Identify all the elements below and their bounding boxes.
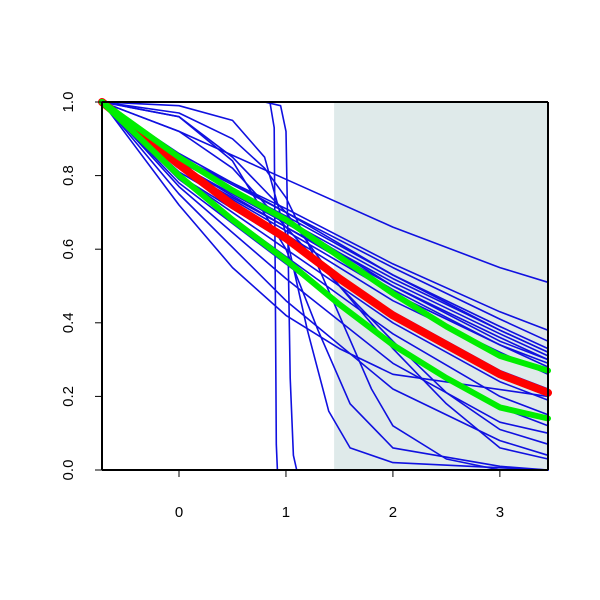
axes-layer bbox=[101, 101, 549, 471]
y-ticks: 0.0 0.2 0.4 0.6 0.8 1.0 bbox=[60, 92, 102, 481]
series-line-red-27 bbox=[98, 98, 552, 397]
series-line-blue-20 bbox=[101, 101, 549, 471]
series-line-blue-19 bbox=[101, 101, 549, 398]
series-line-blue-21 bbox=[101, 101, 549, 471]
series-line-green-29 bbox=[99, 99, 551, 422]
y-tick-label: 0.6 bbox=[60, 239, 77, 260]
y-tick-label: 0.4 bbox=[60, 312, 77, 333]
series-line-blue-23 bbox=[101, 101, 549, 460]
y-tick-label: 1.0 bbox=[60, 92, 77, 113]
x-tick-label: 3 bbox=[496, 504, 504, 521]
series-line-blue-16 bbox=[101, 101, 549, 435]
series-line-blue-17 bbox=[101, 101, 549, 457]
series-line-green-28 bbox=[99, 99, 551, 374]
y-tick-label: 0.8 bbox=[60, 165, 77, 186]
x-tick-label: 2 bbox=[389, 504, 397, 521]
x-tick-label: 1 bbox=[282, 504, 290, 521]
series-layer bbox=[98, 98, 552, 471]
y-tick-label: 0.2 bbox=[60, 386, 77, 407]
series-line-blue-26 bbox=[101, 101, 549, 471]
x-tick-label: 0 bbox=[175, 504, 183, 521]
series-line-blue-24 bbox=[101, 101, 549, 471]
y-tick-label: 0.0 bbox=[60, 460, 77, 481]
x-ticks: 0 1 2 3 bbox=[175, 470, 504, 521]
